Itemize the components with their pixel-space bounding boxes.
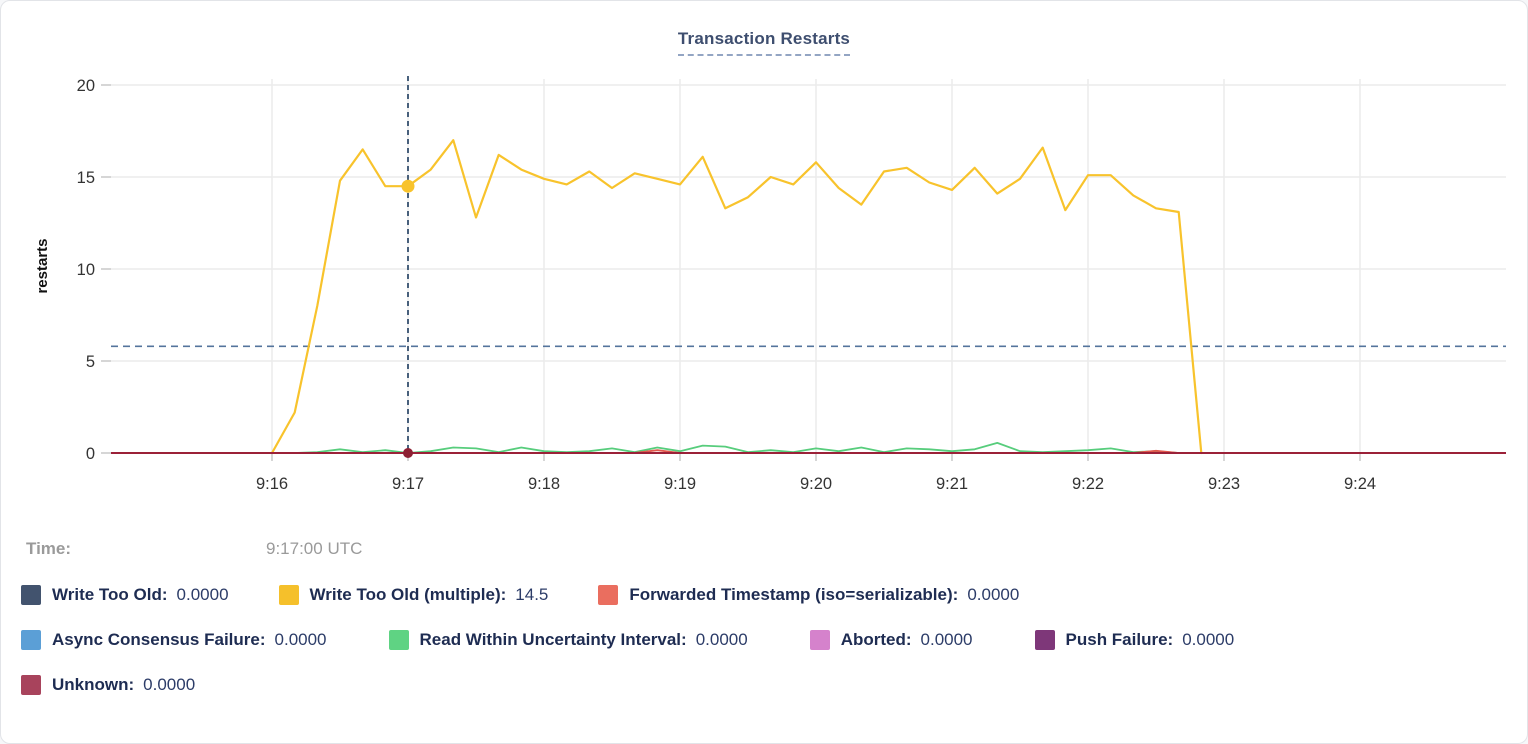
legend-value: 0.0000: [920, 630, 973, 649]
x-tick-label: 9:18: [528, 475, 560, 493]
legend-row: Async Consensus Failure: 0.0000 Read Withi…: [21, 630, 1234, 650]
y-tick-label: 20: [77, 77, 95, 95]
time-value: 9:17:00 UTC: [266, 539, 363, 558]
read-within-uncertainty-interval-swatch-icon: [388, 630, 409, 650]
x-tick-label: 9:20: [800, 475, 832, 493]
chart-title: Transaction Restarts: [677, 29, 851, 56]
hover-dot-write-too-old-multiple-: [401, 179, 415, 193]
chart-header: Transaction Restarts: [1, 29, 1527, 56]
legend-label: Write Too Old (multiple):: [309, 585, 507, 604]
legend-item-async-consensus-failure: Async Consensus Failure: 0.0000: [21, 630, 327, 650]
unknown-swatch-icon: [21, 675, 41, 695]
legend-item-aborted: Aborted: 0.0000: [809, 630, 973, 650]
legend-row: Unknown: 0.0000: [21, 675, 195, 695]
legend-item-write-too-old: Write Too Old: 0.0000: [21, 585, 229, 605]
legend-item-read-within-uncertainty-interval: Read Within Uncertainty Interval: 0.0000: [388, 630, 748, 650]
async-consensus-failure-swatch-icon: [21, 630, 41, 650]
write-too-old-multiple-swatch-icon: [278, 585, 299, 605]
legend-value: 0.0000: [143, 675, 196, 694]
legend-value: 0.0000: [274, 630, 327, 649]
legend-label: Forwarded Timestamp (iso=serializable):: [629, 585, 959, 604]
legend-item-unknown: Unknown: 0.0000: [21, 675, 195, 695]
legend-label: Unknown:: [52, 675, 135, 694]
legend-value: 0.0000: [176, 585, 229, 604]
y-tick-label: 5: [86, 353, 95, 371]
legend-label: Write Too Old:: [52, 585, 168, 604]
transaction-restarts-chart[interactable]: 0 5 10 15 20 9:16 9:17 9:18 9:19 9:20 9:21 9:22 9:23…: [1, 1, 1528, 511]
y-tick-label: 10: [77, 261, 95, 279]
x-tick-label: 9:21: [936, 475, 968, 493]
y-axis-title: restarts: [34, 238, 51, 293]
x-tick-label: 9:24: [1344, 475, 1376, 493]
y-tick-label: 0: [86, 445, 95, 463]
series-line-write-too-old-multiple-: [270, 139, 1203, 455]
hover-time-row: Time: 9:17:00 UTC: [26, 539, 1506, 559]
legend-label: Read Within Uncertainty Interval:: [419, 630, 687, 649]
legend-value: 0.0000: [695, 630, 748, 649]
write-too-old-swatch-icon: [21, 585, 41, 605]
x-tick-label: 9:16: [256, 475, 288, 493]
legend-value: 0.0000: [1182, 630, 1235, 649]
y-axis: 0 5 10 15 20: [77, 77, 1506, 463]
legend-item-push-failure: Push Failure: 0.0000: [1034, 630, 1235, 650]
x-tick-label: 9:17: [392, 475, 424, 493]
x-tick-label: 9:19: [664, 475, 696, 493]
legend-item-forwarded-timestamp: Forwarded Timestamp (iso=serializable): 0…: [598, 585, 1019, 605]
time-label: Time:: [26, 539, 72, 558]
hover-dot-unknown: [403, 448, 413, 458]
push-failure-swatch-icon: [1034, 630, 1055, 650]
legend-item-write-too-old-multiple: Write Too Old (multiple): 14.5: [278, 585, 549, 605]
legend-label: Push Failure:: [1065, 630, 1174, 649]
legend-value: 0.0000: [967, 585, 1020, 604]
series-line-read-within-uncertainty-interval: [271, 442, 1203, 454]
legend-label: Aborted:: [840, 630, 912, 649]
x-tick-label: 9:22: [1072, 475, 1104, 493]
forwarded-timestamp-swatch-icon: [598, 585, 619, 605]
aborted-swatch-icon: [809, 630, 830, 650]
legend-value: 14.5: [515, 585, 549, 604]
y-tick-label: 15: [77, 169, 95, 187]
x-tick-label: 9:23: [1208, 475, 1240, 493]
x-axis: 9:16 9:17 9:18 9:19 9:20 9:21 9:22 9:23 9:24: [256, 79, 1376, 493]
legend-label: Async Consensus Failure:: [52, 630, 266, 649]
legend-row: Write Too Old: 0.0000 Write Too Old (multi…: [21, 585, 1019, 605]
